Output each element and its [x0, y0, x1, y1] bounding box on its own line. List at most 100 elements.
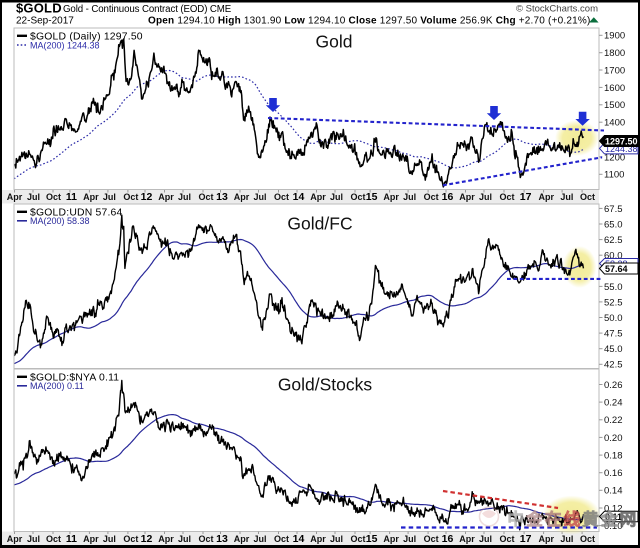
svg-text:0.10: 0.10	[604, 521, 623, 532]
svg-text:Apr: Apr	[383, 534, 399, 544]
svg-text:1700: 1700	[604, 66, 625, 77]
svg-text:Jul: Jul	[330, 192, 343, 202]
svg-text:在: 在	[545, 509, 562, 529]
svg-text:15: 15	[366, 191, 378, 203]
svg-text:Apr: Apr	[539, 534, 555, 544]
svg-text:Jul: Jul	[330, 534, 343, 544]
svg-text:12: 12	[141, 191, 153, 203]
svg-text:1800: 1800	[604, 48, 625, 59]
svg-text:Apr: Apr	[383, 192, 399, 202]
svg-text:Oct: Oct	[499, 534, 514, 544]
svg-text:Jul: Jul	[27, 534, 40, 544]
svg-text:Oct: Oct	[198, 192, 213, 202]
svg-text:14: 14	[293, 191, 305, 203]
svg-text:0.16: 0.16	[604, 468, 623, 479]
svg-text:62.5: 62.5	[604, 235, 623, 246]
svg-text:Gold: Gold	[316, 32, 353, 52]
svg-text:Oct: Oct	[274, 192, 289, 202]
svg-text:Apr: Apr	[539, 192, 555, 202]
svg-text:Apr: Apr	[83, 534, 99, 544]
svg-text:50.0: 50.0	[604, 313, 623, 324]
svg-text:60.0: 60.0	[604, 251, 623, 262]
svg-text:Gold - Continuous Contract (EO: Gold - Continuous Contract (EOD) CME	[63, 4, 232, 15]
svg-text:网: 网	[620, 510, 637, 529]
svg-text:Apr: Apr	[459, 192, 475, 202]
svg-text:Jul: Jul	[103, 192, 116, 202]
svg-text:0.11: 0.11	[605, 512, 622, 522]
svg-text:0.20: 0.20	[604, 433, 623, 444]
svg-text:Jul: Jul	[178, 534, 191, 544]
svg-text:1297.50: 1297.50	[605, 137, 638, 147]
svg-text:52.5: 52.5	[604, 297, 623, 308]
svg-text:1100: 1100	[604, 170, 624, 181]
svg-text:Apr: Apr	[459, 534, 475, 544]
svg-text:0.26: 0.26	[604, 380, 623, 391]
svg-text:13: 13	[216, 533, 228, 545]
svg-text:Apr: Apr	[310, 192, 326, 202]
svg-text:Oct: Oct	[499, 192, 514, 202]
svg-text:MA(200) 0.11: MA(200) 0.11	[30, 381, 84, 391]
svg-text:Jul: Jul	[253, 534, 266, 544]
svg-text:$GOLD:UDN 57.64: $GOLD:UDN 57.64	[30, 207, 123, 218]
svg-text:22-Sep-2017: 22-Sep-2017	[16, 16, 74, 27]
svg-text:金: 金	[600, 509, 618, 529]
svg-text:Jul: Jul	[403, 192, 416, 202]
svg-text:Oct: Oct	[424, 534, 439, 544]
svg-text:42.5: 42.5	[604, 360, 623, 371]
svg-text:Apr: Apr	[83, 192, 99, 202]
svg-text:$GOLD:$NYA 0.11: $GOLD:$NYA 0.11	[30, 372, 119, 383]
svg-text:MA(200) 58.38: MA(200) 58.38	[30, 216, 90, 226]
svg-text:Apr: Apr	[158, 192, 174, 202]
svg-text:0.14: 0.14	[604, 486, 623, 497]
svg-text:中: 中	[508, 509, 525, 529]
svg-text:Jul: Jul	[479, 192, 492, 202]
svg-text:57.64: 57.64	[605, 264, 628, 274]
svg-text:Jul: Jul	[479, 534, 492, 544]
svg-text:$GOLD (Daily) 1297.50: $GOLD (Daily) 1297.50	[30, 31, 143, 42]
svg-text:Oct: Oct	[123, 192, 138, 202]
svg-text:Oct: Oct	[350, 534, 365, 544]
svg-text:$GOLD: $GOLD	[16, 1, 62, 16]
svg-text:16: 16	[442, 191, 454, 203]
svg-text:11: 11	[66, 533, 77, 545]
svg-text:0.18: 0.18	[604, 451, 623, 462]
svg-text:45.0: 45.0	[604, 344, 623, 355]
svg-text:Apr: Apr	[234, 534, 250, 544]
svg-text:Jul: Jul	[560, 192, 573, 202]
svg-text:1600: 1600	[604, 83, 625, 94]
svg-text:Gold/Stocks: Gold/Stocks	[278, 375, 373, 395]
svg-text:1900: 1900	[604, 31, 625, 42]
svg-text:1500: 1500	[604, 100, 625, 111]
svg-text:1200: 1200	[604, 152, 625, 163]
svg-text:Apr: Apr	[158, 534, 174, 544]
svg-text:Oct: Oct	[424, 192, 439, 202]
svg-text:线: 线	[564, 509, 581, 529]
svg-text:Gold/FC: Gold/FC	[287, 214, 352, 234]
svg-text:Apr: Apr	[7, 534, 23, 544]
svg-text:Oct: Oct	[350, 192, 365, 202]
svg-text:Oct: Oct	[46, 534, 61, 544]
svg-text:Apr: Apr	[310, 534, 326, 544]
svg-text:0.24: 0.24	[604, 398, 623, 409]
svg-text:Oct: Oct	[198, 534, 213, 544]
svg-text:金: 金	[525, 509, 543, 529]
svg-text:Jul: Jul	[27, 192, 40, 202]
svg-text:Oct: Oct	[580, 534, 595, 544]
svg-text:Jul: Jul	[253, 192, 266, 202]
svg-text:© StockCharts.com: © StockCharts.com	[516, 4, 598, 15]
svg-text:Oct: Oct	[580, 192, 595, 202]
svg-text:Jul: Jul	[560, 534, 573, 544]
svg-text:67.5: 67.5	[604, 204, 623, 215]
svg-text:16: 16	[442, 533, 454, 545]
svg-text:47.5: 47.5	[604, 329, 623, 340]
svg-text:65.0: 65.0	[604, 219, 623, 230]
svg-text:13: 13	[216, 191, 228, 203]
svg-text:Oct: Oct	[274, 534, 289, 544]
svg-text:55.0: 55.0	[604, 282, 623, 293]
svg-text:Jul: Jul	[178, 192, 191, 202]
svg-text:Jul: Jul	[403, 534, 416, 544]
svg-text:17: 17	[520, 191, 532, 203]
svg-text:14: 14	[293, 533, 305, 545]
svg-text:0.22: 0.22	[604, 415, 623, 426]
svg-text:15: 15	[366, 533, 378, 545]
